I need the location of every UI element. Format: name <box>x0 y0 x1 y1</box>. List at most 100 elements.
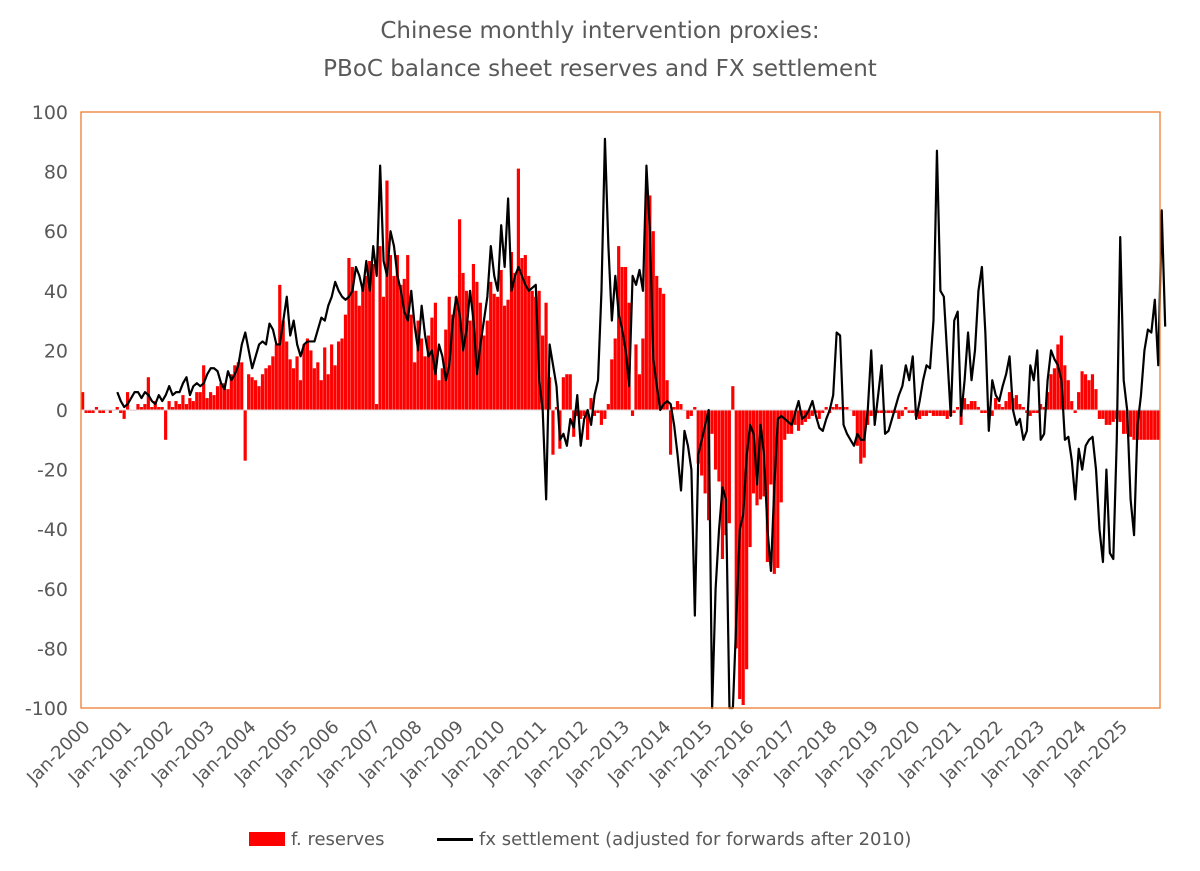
bar-reserves <box>658 287 662 410</box>
bar-reserves <box>271 356 275 410</box>
bar-reserves <box>298 380 303 410</box>
legend-label-fx-settlement: fx settlement (adjusted for forwards aft… <box>479 828 912 850</box>
bar-reserves <box>371 263 375 410</box>
bar-reserves <box>257 386 261 410</box>
bar-reserves <box>1007 392 1012 410</box>
bar-reserves <box>502 305 507 410</box>
bar-reserves <box>1073 410 1077 413</box>
bar-reserves <box>672 407 676 410</box>
bar-reserves <box>831 407 835 410</box>
bar-reserves <box>177 404 182 410</box>
bar-reserves <box>181 395 185 410</box>
bar-reserves <box>520 258 524 410</box>
bar-reserves <box>164 410 168 440</box>
bar-reserves <box>807 410 811 419</box>
bar-reserves <box>931 410 935 416</box>
bar-reserves <box>170 407 175 410</box>
bar-reserves <box>904 407 908 410</box>
bar-reserves <box>433 302 437 410</box>
legend-swatch-fx-settlement <box>437 837 473 841</box>
bar-reserves <box>859 410 863 464</box>
bar-reserves <box>209 392 213 410</box>
bar-reserves <box>962 398 967 410</box>
bar-reserves <box>779 410 783 503</box>
bar-reserves <box>1101 410 1105 419</box>
bar-reserves <box>824 407 828 410</box>
bar-reserves <box>253 380 258 410</box>
bar-reserves <box>406 255 410 410</box>
bar-reserves <box>630 410 635 416</box>
bar-reserves <box>361 284 365 410</box>
bar-reserves <box>215 386 220 410</box>
bar-reserves <box>195 392 199 410</box>
bar-reserves <box>423 356 427 410</box>
bar-reserves <box>589 398 593 410</box>
bar-reserves <box>751 410 756 494</box>
bar-reserves <box>101 410 105 413</box>
bar-reserves <box>119 410 123 413</box>
bar-reserves <box>727 410 731 524</box>
bar-reserves <box>489 281 493 410</box>
bar-reserves <box>1025 410 1029 413</box>
bar-reserves <box>160 407 164 410</box>
bar-reserves <box>596 410 600 413</box>
bar-reserves <box>1066 380 1070 410</box>
bar-reserves <box>451 314 455 410</box>
bar-reserves <box>852 410 856 416</box>
bar-reserves <box>679 404 683 410</box>
bar-reserves <box>1087 380 1091 410</box>
bar-reserves <box>478 302 482 410</box>
bar-reserves <box>126 392 130 410</box>
bar-reserves <box>368 261 372 410</box>
bar-reserves <box>364 275 368 410</box>
bar-reserves <box>724 410 728 536</box>
bar-reserves <box>157 407 161 410</box>
bar-reserves <box>499 269 503 410</box>
bar-reserves <box>243 410 247 461</box>
bar-reserves <box>416 320 420 410</box>
bar-reserves <box>281 320 285 410</box>
bar-reserves <box>81 392 85 410</box>
bar-reserves <box>1077 392 1081 410</box>
bar-reserves <box>1122 410 1126 434</box>
bar-reserves <box>1080 371 1084 410</box>
bar-reserves <box>976 407 980 410</box>
bar-reserves <box>150 407 154 410</box>
bar-reserves <box>354 290 358 410</box>
bar-reserves <box>87 410 92 413</box>
bar-reserves <box>513 272 517 410</box>
bar-reserves <box>267 365 271 410</box>
bar-reserves <box>1090 374 1095 410</box>
bar-reserves <box>381 296 386 410</box>
bar-reserves <box>575 410 579 416</box>
bar-reserves <box>205 398 209 410</box>
bar-reserves <box>198 392 202 410</box>
bar-reserves <box>143 404 147 410</box>
bar-reserves <box>845 407 849 410</box>
bar-reserves <box>1028 410 1032 416</box>
bar-reserves <box>935 410 939 416</box>
bar-reserves <box>509 252 514 410</box>
chart-title-line-2: PBoC balance sheet reserves and FX settl… <box>323 56 877 82</box>
bar-reserves <box>748 410 752 548</box>
bar-reserves <box>655 275 659 410</box>
bar-reserves <box>316 362 320 410</box>
bar-reserves <box>444 329 448 410</box>
bar-reserves <box>966 404 970 410</box>
bar-reserves <box>592 410 597 416</box>
bar-reserves <box>1139 410 1143 440</box>
bar-reserves <box>288 359 292 410</box>
bar-reserves <box>876 410 880 413</box>
bar-reserves <box>907 410 911 413</box>
y-tick-label: 20 <box>44 340 68 362</box>
legend-label-reserves: f. reserves <box>291 828 385 850</box>
line-fx-settlement <box>116 137 1167 710</box>
bar-reserves <box>333 365 337 410</box>
bar-reserves <box>665 380 669 410</box>
bar-reserves <box>769 410 773 485</box>
bar-reserves <box>734 410 738 649</box>
legend-item-reserves: f. reserves <box>249 826 385 852</box>
y-tick-label: 40 <box>44 281 68 303</box>
